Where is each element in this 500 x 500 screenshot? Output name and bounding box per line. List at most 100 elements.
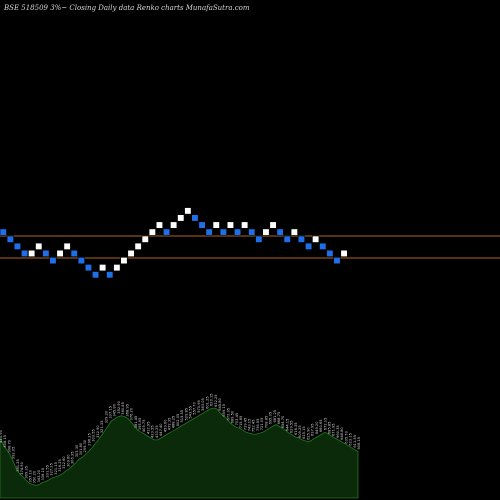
volume-label: 671.95 bbox=[332, 423, 336, 436]
volume-label: 695.05 bbox=[269, 412, 273, 425]
volume-label: 668.75 bbox=[277, 412, 281, 425]
volume-label: 644.15 bbox=[285, 419, 289, 432]
volume-label: 299.30 bbox=[83, 439, 87, 452]
volume-label: 601.25 bbox=[205, 396, 209, 409]
volume-label: 660.35 bbox=[336, 425, 340, 438]
volume-label: 350.20 bbox=[33, 470, 37, 483]
up-brick bbox=[127, 249, 135, 257]
volume-label: 395.95 bbox=[138, 418, 142, 431]
volume-label: 321.15 bbox=[54, 462, 58, 475]
volume-label: 616.35 bbox=[294, 422, 298, 435]
down-brick bbox=[0, 228, 7, 236]
down-brick bbox=[92, 271, 100, 279]
up-brick bbox=[226, 221, 234, 229]
volume-label: 611.55 bbox=[353, 435, 357, 448]
volume-label: 327.25 bbox=[50, 463, 54, 476]
up-brick bbox=[35, 242, 43, 250]
down-brick bbox=[191, 214, 199, 222]
volume-label: 605.25 bbox=[298, 425, 302, 438]
volume-label: 708.85 bbox=[264, 416, 268, 429]
volume-label: 502.05 bbox=[176, 414, 180, 427]
volume-label: 337.15 bbox=[109, 406, 113, 419]
volume-label: 715.85 bbox=[239, 416, 243, 429]
volume-label: 635.70 bbox=[344, 430, 348, 443]
volume-label: 408.15 bbox=[3, 435, 7, 448]
up-brick bbox=[212, 221, 220, 229]
up-brick bbox=[134, 242, 142, 250]
volume-label: 648.80 bbox=[340, 427, 344, 440]
volume-label: 557.70 bbox=[193, 401, 197, 414]
volume-label: 583.05 bbox=[201, 398, 205, 411]
down-brick bbox=[49, 256, 57, 265]
volume-label: 608.15 bbox=[357, 437, 361, 450]
volume-label: 685.85 bbox=[328, 422, 332, 435]
up-brick bbox=[290, 228, 298, 236]
up-brick bbox=[63, 242, 71, 250]
volume-label: 659.15 bbox=[222, 404, 226, 417]
volume-label: 303.30 bbox=[75, 444, 79, 457]
volume-label: 570.95 bbox=[197, 400, 201, 413]
volume-area bbox=[0, 407, 359, 499]
down-brick bbox=[13, 242, 21, 250]
up-brick bbox=[155, 221, 163, 229]
volume-label: 654.70 bbox=[281, 415, 285, 428]
volume-label: 301.80 bbox=[79, 442, 83, 455]
down-brick bbox=[276, 228, 284, 236]
volume-area-path bbox=[0, 407, 359, 499]
volume-label: 620.15 bbox=[210, 393, 214, 406]
up-brick bbox=[56, 249, 64, 257]
volume-label: 721.05 bbox=[260, 418, 264, 431]
volume-label: 488.25 bbox=[172, 416, 176, 429]
volume-label: 306.35 bbox=[71, 452, 75, 465]
volume-label: 368.95 bbox=[125, 404, 129, 417]
down-brick bbox=[248, 228, 256, 236]
volume-label: 312.60 bbox=[62, 456, 66, 469]
down-brick bbox=[205, 228, 213, 236]
up-brick bbox=[28, 249, 36, 257]
up-brick bbox=[177, 214, 185, 222]
down-brick bbox=[219, 228, 227, 236]
volume-label: 296.25 bbox=[87, 433, 91, 446]
volume-label: 515.55 bbox=[180, 410, 184, 423]
volume-label: 398.70 bbox=[7, 439, 11, 452]
chart-title: BSE 518509 3%~ Closing Daily data Renko … bbox=[3, 4, 250, 12]
up-brick bbox=[269, 221, 277, 229]
volume-label: 374.50 bbox=[20, 461, 24, 474]
volume-label: 345.80 bbox=[113, 403, 117, 416]
volume-label: 381.25 bbox=[16, 459, 20, 472]
up-brick bbox=[120, 256, 128, 265]
volume-label: 645.80 bbox=[218, 398, 222, 411]
volume-label: 681.25 bbox=[273, 410, 277, 423]
volume-label: 672.95 bbox=[226, 408, 230, 421]
down-brick bbox=[70, 249, 78, 257]
up-brick bbox=[99, 264, 107, 272]
volume-label: 343.20 bbox=[37, 469, 41, 482]
volume-label: 632.25 bbox=[214, 394, 218, 407]
volume-label: 392.05 bbox=[12, 447, 16, 460]
down-brick bbox=[319, 242, 327, 250]
volume-label: 703.45 bbox=[235, 413, 239, 426]
down-brick bbox=[304, 242, 313, 250]
up-brick bbox=[241, 221, 249, 229]
volume-label: 357.10 bbox=[29, 469, 33, 482]
volume-label: 447.40 bbox=[159, 423, 163, 436]
volume-label: 338.15 bbox=[41, 468, 45, 481]
volume-label: 543.55 bbox=[189, 406, 193, 419]
volume-label: 303.55 bbox=[92, 429, 96, 442]
volume-label: 472.35 bbox=[168, 418, 172, 431]
up-brick bbox=[113, 264, 121, 272]
volume-label: 623.15 bbox=[349, 433, 353, 446]
down-brick bbox=[84, 264, 92, 272]
volume-label: 405.75 bbox=[142, 420, 146, 433]
down-brick bbox=[77, 256, 85, 265]
up-brick bbox=[148, 228, 156, 236]
down-brick bbox=[297, 235, 306, 243]
volume-label: 309.60 bbox=[66, 454, 70, 467]
volume-label: 312.90 bbox=[96, 425, 100, 438]
down-brick bbox=[106, 271, 114, 279]
down-brick bbox=[20, 249, 29, 257]
volume-label: 321.35 bbox=[100, 421, 104, 434]
up-brick bbox=[170, 221, 178, 229]
